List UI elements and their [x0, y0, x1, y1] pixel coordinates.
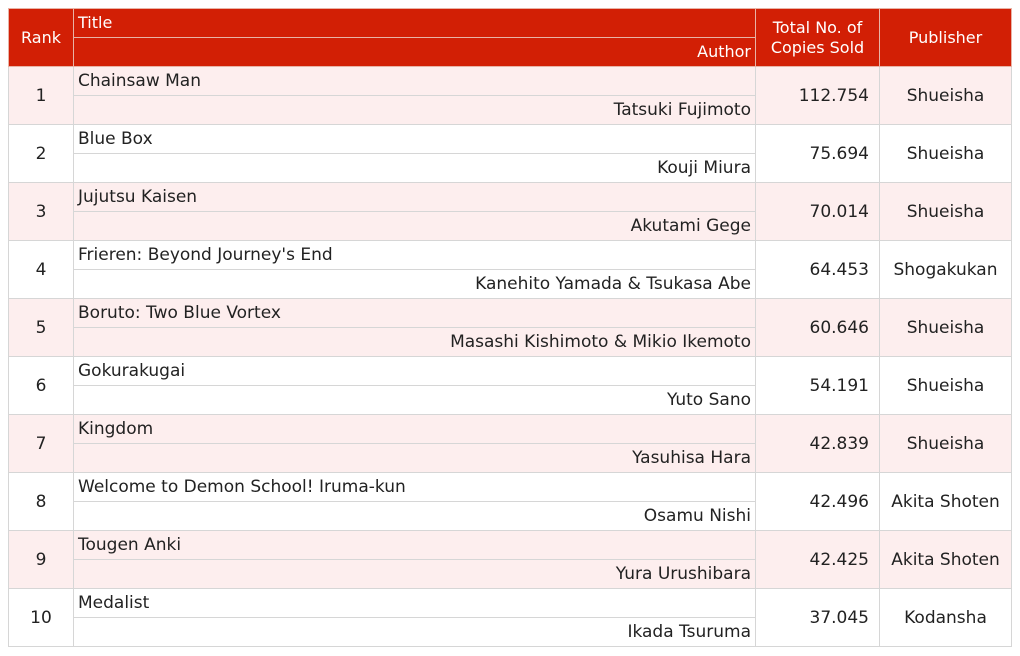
- copies-sold-cell: 60.646: [755, 298, 880, 357]
- publisher-cell: Shueisha: [879, 414, 1012, 473]
- header-copies-sold: Total No. of Copies Sold: [755, 8, 880, 67]
- header-publisher: Publisher: [879, 8, 1012, 67]
- sales-ranking-table: Rank Title Total No. of Copies Sold Publ…: [8, 8, 1012, 647]
- copies-sold-cell: 37.045: [755, 588, 880, 647]
- table-row: 1 Chainsaw Man 112.754 Shueisha: [8, 66, 1012, 125]
- publisher-cell: Kodansha: [879, 588, 1012, 647]
- table-row: 3 Jujutsu Kaisen 70.014 Shueisha: [8, 182, 1012, 241]
- title-cell: Tougen Anki: [73, 530, 756, 560]
- table-row-author: Yasuhisa Hara: [9, 443, 1012, 473]
- title-cell: Gokurakugai: [73, 356, 756, 386]
- author-cell: Kouji Miura: [73, 153, 756, 183]
- author-cell: Yuto Sano: [73, 385, 756, 415]
- table-row: 8 Welcome to Demon School! Iruma-kun 42.49…: [8, 472, 1012, 531]
- copies-sold-cell: 70.014: [755, 182, 880, 241]
- title-cell: Chainsaw Man: [73, 66, 756, 96]
- title-cell: Welcome to Demon School! Iruma-kun: [73, 472, 756, 502]
- copies-sold-cell: 42.839: [755, 414, 880, 473]
- publisher-cell: Shueisha: [879, 298, 1012, 357]
- header-author: Author: [73, 37, 756, 67]
- rank-cell: 4: [8, 240, 74, 299]
- ranking-table-wrapper: Rank Title Total No. of Copies Sold Publ…: [8, 8, 1012, 647]
- table-row: 5 Boruto: Two Blue Vortex 60.646 Shueisha: [8, 298, 1012, 357]
- copies-sold-cell: 42.496: [755, 472, 880, 531]
- header-title: Title: [73, 8, 756, 38]
- title-cell: Kingdom: [73, 414, 756, 444]
- table-row-author: Kanehito Yamada & Tsukasa Abe: [9, 269, 1012, 299]
- author-cell: Osamu Nishi: [73, 501, 756, 531]
- title-cell: Medalist: [73, 588, 756, 618]
- table-row: 4 Frieren: Beyond Journey's End 64.453 Shog…: [8, 240, 1012, 299]
- rank-cell: 7: [8, 414, 74, 473]
- author-cell: Yura Urushibara: [73, 559, 756, 589]
- table-row-author: Masashi Kishimoto & Mikio Ikemoto: [9, 327, 1012, 357]
- copies-sold-cell: 75.694: [755, 124, 880, 183]
- table-row-author: Osamu Nishi: [9, 501, 1012, 531]
- rank-cell: 6: [8, 356, 74, 415]
- author-cell: Masashi Kishimoto & Mikio Ikemoto: [73, 327, 756, 357]
- publisher-cell: Shueisha: [879, 124, 1012, 183]
- rank-cell: 9: [8, 530, 74, 589]
- publisher-cell: Shueisha: [879, 356, 1012, 415]
- table-body: 1 Chainsaw Man 112.754 Shueisha Tatsuki Fuji…: [8, 66, 1012, 647]
- rank-cell: 8: [8, 472, 74, 531]
- header-rank: Rank: [8, 8, 74, 67]
- rank-cell: 10: [8, 588, 74, 647]
- table-row-author: Tatsuki Fujimoto: [9, 95, 1012, 125]
- rank-cell: 3: [8, 182, 74, 241]
- table-row: 6 Gokurakugai 54.191 Shueisha: [8, 356, 1012, 415]
- title-cell: Frieren: Beyond Journey's End: [73, 240, 756, 270]
- publisher-cell: Shueisha: [879, 66, 1012, 125]
- rank-cell: 5: [8, 298, 74, 357]
- table-row: 7 Kingdom 42.839 Shueisha: [8, 414, 1012, 473]
- author-cell: Yasuhisa Hara: [73, 443, 756, 473]
- publisher-cell: Shueisha: [879, 182, 1012, 241]
- author-cell: Tatsuki Fujimoto: [73, 95, 756, 125]
- table-header: Rank Title Total No. of Copies Sold Publ…: [8, 8, 1012, 67]
- publisher-cell: Akita Shoten: [879, 472, 1012, 531]
- table-row: 10 Medalist 37.045 Kodansha: [8, 588, 1012, 647]
- table-row-author: Ikada Tsuruma: [9, 617, 1012, 647]
- table-row: 2 Blue Box 75.694 Shueisha: [8, 124, 1012, 183]
- title-cell: Blue Box: [73, 124, 756, 154]
- copies-sold-cell: 112.754: [755, 66, 880, 125]
- author-cell: Akutami Gege: [73, 211, 756, 241]
- author-cell: Ikada Tsuruma: [73, 617, 756, 647]
- publisher-cell: Akita Shoten: [879, 530, 1012, 589]
- table-row: 9 Tougen Anki 42.425 Akita Shoten: [8, 530, 1012, 589]
- copies-sold-cell: 54.191: [755, 356, 880, 415]
- copies-sold-cell: 64.453: [755, 240, 880, 299]
- table-row-author: Yura Urushibara: [9, 559, 1012, 589]
- copies-sold-cell: 42.425: [755, 530, 880, 589]
- rank-cell: 1: [8, 66, 74, 125]
- title-cell: Boruto: Two Blue Vortex: [73, 298, 756, 328]
- publisher-cell: Shogakukan: [879, 240, 1012, 299]
- author-cell: Kanehito Yamada & Tsukasa Abe: [73, 269, 756, 299]
- table-row-author: Yuto Sano: [9, 385, 1012, 415]
- title-cell: Jujutsu Kaisen: [73, 182, 756, 212]
- rank-cell: 2: [8, 124, 74, 183]
